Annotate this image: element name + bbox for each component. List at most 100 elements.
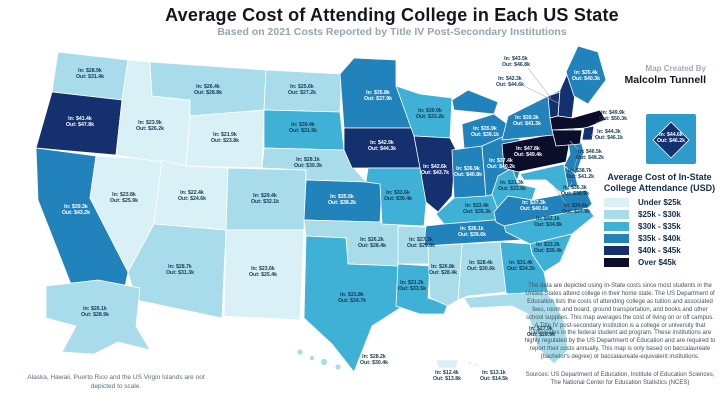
legend-swatch [604, 257, 629, 268]
legend-item: Under $25k [601, 197, 718, 208]
dc-inset: In: $44.6k Out: $46.2k [646, 114, 696, 164]
state-wisconsin [395, 85, 453, 139]
label-mn: In: $35.8k Out: $37.9k [364, 90, 392, 102]
state-shapes [35, 45, 607, 373]
legend-label: $30k - $35k [638, 222, 681, 232]
label-nd: In: $25.6k Out: $27.2k [288, 84, 316, 96]
map-credit: Map Created By Malcolm Tunnell [586, 64, 706, 86]
label-la: In: $31.2k Out: $33.5k [398, 280, 426, 292]
legend-item: $40k - $45k [601, 245, 718, 256]
label-ny: In: $39.3k Out: $41.3k [513, 115, 541, 127]
label-az: In: $28.7k Out: $31.3k [166, 264, 194, 276]
territory-us-virgin-islands [468, 361, 472, 365]
label-mo: In: $33.6k Out: $36.4k [384, 190, 412, 202]
state-illinois [413, 135, 457, 213]
legend-swatch [604, 197, 629, 208]
label-ma: In: $49.9k Out: $50.3k [599, 110, 627, 122]
label-de: In: $36.3k Out: $38.9k [561, 185, 589, 197]
sources-text: Sources: US Department of Education, Ins… [525, 372, 715, 386]
label-ok: In: $26.2k Out: $28.4k [358, 237, 386, 249]
label-il: In: $42.6k Out: $43.7k [421, 164, 449, 176]
legend-swatch [604, 221, 629, 232]
label-vt: In: $43.5k Out: $46.8k [502, 56, 530, 68]
label-nv: In: $23.8k Out: $25.9k [110, 192, 138, 204]
legend-title-line1: Average Cost of In-State [607, 172, 712, 182]
state-hawaii [296, 348, 304, 356]
state-arizona [127, 223, 227, 319]
page-title: Average Cost of Attending College in Eac… [165, 5, 619, 25]
label-ri: In: $44.3k Out: $46.1k [595, 129, 623, 141]
territory-us-virgin-islands [474, 363, 478, 367]
legend-items: Under $25k $25k - $30k $30k - $35k $35k - $… [601, 197, 718, 268]
legend-item: $35k - $40k [601, 233, 718, 244]
legend-item: Over $45k [601, 257, 718, 268]
legend-label: Under $25k [638, 198, 682, 208]
legend-label: $25k - $30k [638, 210, 681, 220]
label-nc: In: $32.1k Out: $34.8k [534, 216, 562, 228]
label-mt: In: $26.4k Out: $28.8k [194, 84, 222, 96]
label-sc: In: $33.2k Out: $36.4k [534, 242, 562, 254]
legend-item: $30k - $35k [601, 221, 718, 232]
state-maine [565, 45, 607, 105]
state-labels: In: $28.9k Out: $31.4k In: $41.4k Out: $47… [62, 56, 627, 382]
label-sd: In: $30.4k Out: $31.9k [289, 122, 317, 134]
label-or: In: $41.4k Out: $47.8k [66, 116, 94, 128]
label-md: In: $34.6k Out: $37.9k [562, 203, 590, 215]
description-text: The data are depicted using In-State cos… [524, 283, 716, 361]
state-mississippi [427, 243, 463, 307]
label-ar: In: $27.3k Out: $29.8k [407, 237, 435, 249]
label-wi: In: $30.9k Out: $33.2k [416, 108, 444, 120]
state-connecticut [551, 129, 583, 147]
state-hawaii [320, 358, 328, 366]
label-wv: In: $31.3k Out: $33.6k [498, 180, 526, 192]
state-hawaii [334, 363, 342, 371]
scale-note: Alaska, Hawaii, Puerto Rico and the US V… [27, 374, 205, 390]
state-washington-dc [652, 121, 690, 159]
label-id: In: $23.9k Out: $26.2k [136, 120, 164, 132]
label-ct: In: $46.5k Out: $48.2k [576, 149, 604, 161]
state-massachusetts [549, 109, 607, 131]
label-hi: In: $28.2k Out: $30.4k [360, 354, 388, 366]
label-tn: In: $36.1k Out: $39.6k [458, 226, 486, 238]
label-co: In: $29.4k Out: $32.1k [251, 193, 279, 205]
label-oh: In: $37.4k Out: $40.2k [487, 158, 515, 170]
page-subtitle: Based on 2021 Costs Reported by Title IV… [217, 26, 567, 38]
label-pr: In: $12.4k Out: $13.8k [433, 370, 461, 382]
leader-lines [523, 67, 605, 208]
label-ia: In: $42.9k Out: $44.3k [368, 140, 396, 152]
label-nh: In: $42.3k Out: $44.6k [496, 76, 524, 88]
territory-puerto-rico [435, 359, 459, 369]
state-hawaii [309, 355, 315, 361]
label-wa: In: $28.9k Out: $31.4k [76, 68, 104, 80]
label-al: In: $28.4k Out: $30.6k [467, 260, 495, 272]
credit-label: Map Created By [645, 64, 706, 73]
label-tx: In: $31.8k Out: $34.7k [338, 292, 366, 304]
state-alaska [45, 279, 151, 355]
state-new-mexico [223, 229, 305, 321]
credit-author: Malcolm Tunnell [624, 74, 706, 86]
legend-label: Over $45k [638, 258, 677, 268]
label-ga: In: $31.4k Out: $34.2k [507, 260, 535, 272]
label-mi: In: $35.9k Out: $39.1k [471, 126, 499, 138]
legend-title-line2: College Attendance (USD) [603, 182, 716, 193]
label-ms: In: $26.8k Out: $28.4k [429, 264, 457, 276]
label-ak: In: $26.1k Out: $28.9k [81, 306, 109, 318]
label-ut: In: $22.4k Out: $24.6k [178, 190, 206, 202]
label-fl: In: $27.9k Out: $29.9k [527, 326, 555, 338]
legend-label: $40k - $45k [638, 246, 681, 256]
label-in: In: $36.9k Out: $40.8k [454, 166, 482, 178]
label-ks: In: $35.5k Out: $38.2k [328, 194, 356, 206]
legend: Average Cost of In-State College Attenda… [601, 172, 718, 268]
legend-swatch [604, 209, 629, 220]
label-ca: In: $39.3k Out: $43.2k [62, 204, 90, 216]
label-dc: In: $44.6k Out: $46.2k [657, 132, 685, 144]
state-florida [463, 291, 569, 365]
label-nj: In: $38.7k Out: $41.2k [566, 168, 594, 180]
label-wy: In: $21.9k Out: $23.8k [211, 132, 239, 144]
legend-swatch [604, 233, 629, 244]
label-pa: In: $47.8k Out: $49.4k [514, 146, 542, 158]
legend-swatch [604, 245, 629, 256]
label-ne: In: $28.1k Out: $30.3k [294, 157, 322, 169]
